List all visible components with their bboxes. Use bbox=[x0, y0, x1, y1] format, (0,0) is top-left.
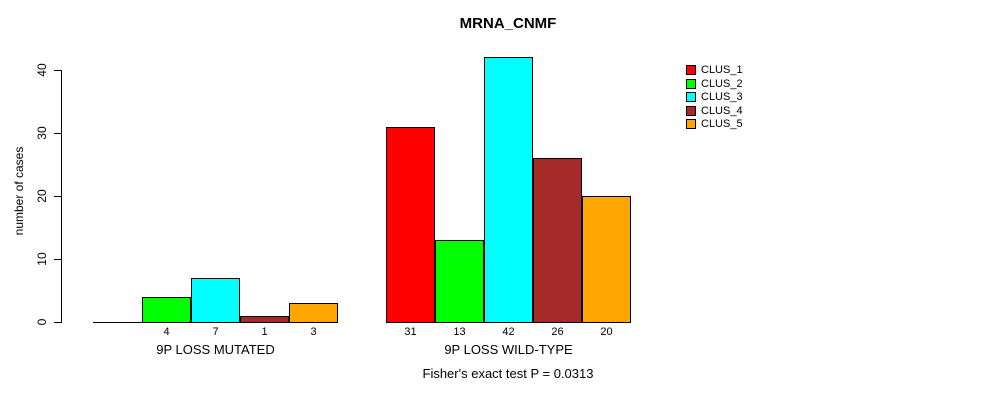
legend-label-clus_2: CLUS_2 bbox=[701, 77, 743, 90]
bar-clus_2-2 bbox=[435, 240, 484, 323]
bar-clus_3-2 bbox=[484, 57, 533, 323]
y-tick bbox=[54, 70, 61, 71]
y-tick bbox=[54, 133, 61, 134]
bar-clus_3-1 bbox=[191, 278, 240, 323]
y-tick-label: 20 bbox=[35, 189, 49, 203]
legend-label-clus_4: CLUS_4 bbox=[701, 104, 743, 117]
legend-swatch-clus_1 bbox=[686, 65, 696, 75]
bar-clus_2-1 bbox=[142, 297, 191, 323]
legend-swatch-clus_5 bbox=[686, 119, 696, 129]
legend-label-clus_5: CLUS_5 bbox=[701, 118, 743, 130]
y-tick bbox=[54, 322, 61, 323]
bar-value-label: 1 bbox=[261, 326, 268, 338]
legend-swatch-clus_4 bbox=[686, 105, 696, 116]
bar-clus_5-2 bbox=[582, 196, 631, 323]
y-axis-label: number of cases bbox=[12, 146, 26, 236]
bar-value-label: 42 bbox=[502, 326, 515, 338]
legend-swatch-clus_3 bbox=[686, 92, 696, 102]
legend-label-clus_3: CLUS_3 bbox=[701, 91, 743, 103]
fisher-test-annotation: Fisher's exact test P = 0.0313 bbox=[422, 366, 594, 381]
chart-title: MRNA_CNMF bbox=[459, 15, 557, 32]
y-tick bbox=[54, 259, 61, 260]
bar-value-label: 31 bbox=[404, 326, 417, 338]
bar-value-label: 3 bbox=[310, 326, 317, 338]
y-tick-label: 30 bbox=[35, 126, 49, 140]
bar-value-label: 4 bbox=[163, 326, 170, 338]
bar-clus_4-2 bbox=[533, 158, 582, 323]
bar-value-label: 26 bbox=[551, 326, 564, 338]
bar-clus_5-1 bbox=[289, 303, 338, 323]
bar-clus_1-2 bbox=[386, 127, 435, 323]
y-tick-label: 40 bbox=[35, 63, 49, 77]
bar-value-label: 13 bbox=[453, 326, 466, 338]
category-label: 9P LOSS WILD-TYPE bbox=[444, 342, 573, 357]
y-tick-label: 10 bbox=[35, 252, 49, 266]
category-label: 9P LOSS MUTATED bbox=[156, 342, 275, 357]
y-tick bbox=[54, 196, 61, 197]
legend-swatch-clus_2 bbox=[686, 78, 696, 89]
bar-value-label: 7 bbox=[212, 326, 219, 338]
legend-label-clus_1: CLUS_1 bbox=[701, 64, 743, 76]
bar-clus_1-1 bbox=[93, 322, 142, 323]
bar-clus_4-1 bbox=[240, 316, 289, 323]
y-axis bbox=[61, 70, 62, 323]
bar-value-label: 20 bbox=[600, 326, 613, 338]
y-tick-label: 0 bbox=[35, 318, 49, 326]
